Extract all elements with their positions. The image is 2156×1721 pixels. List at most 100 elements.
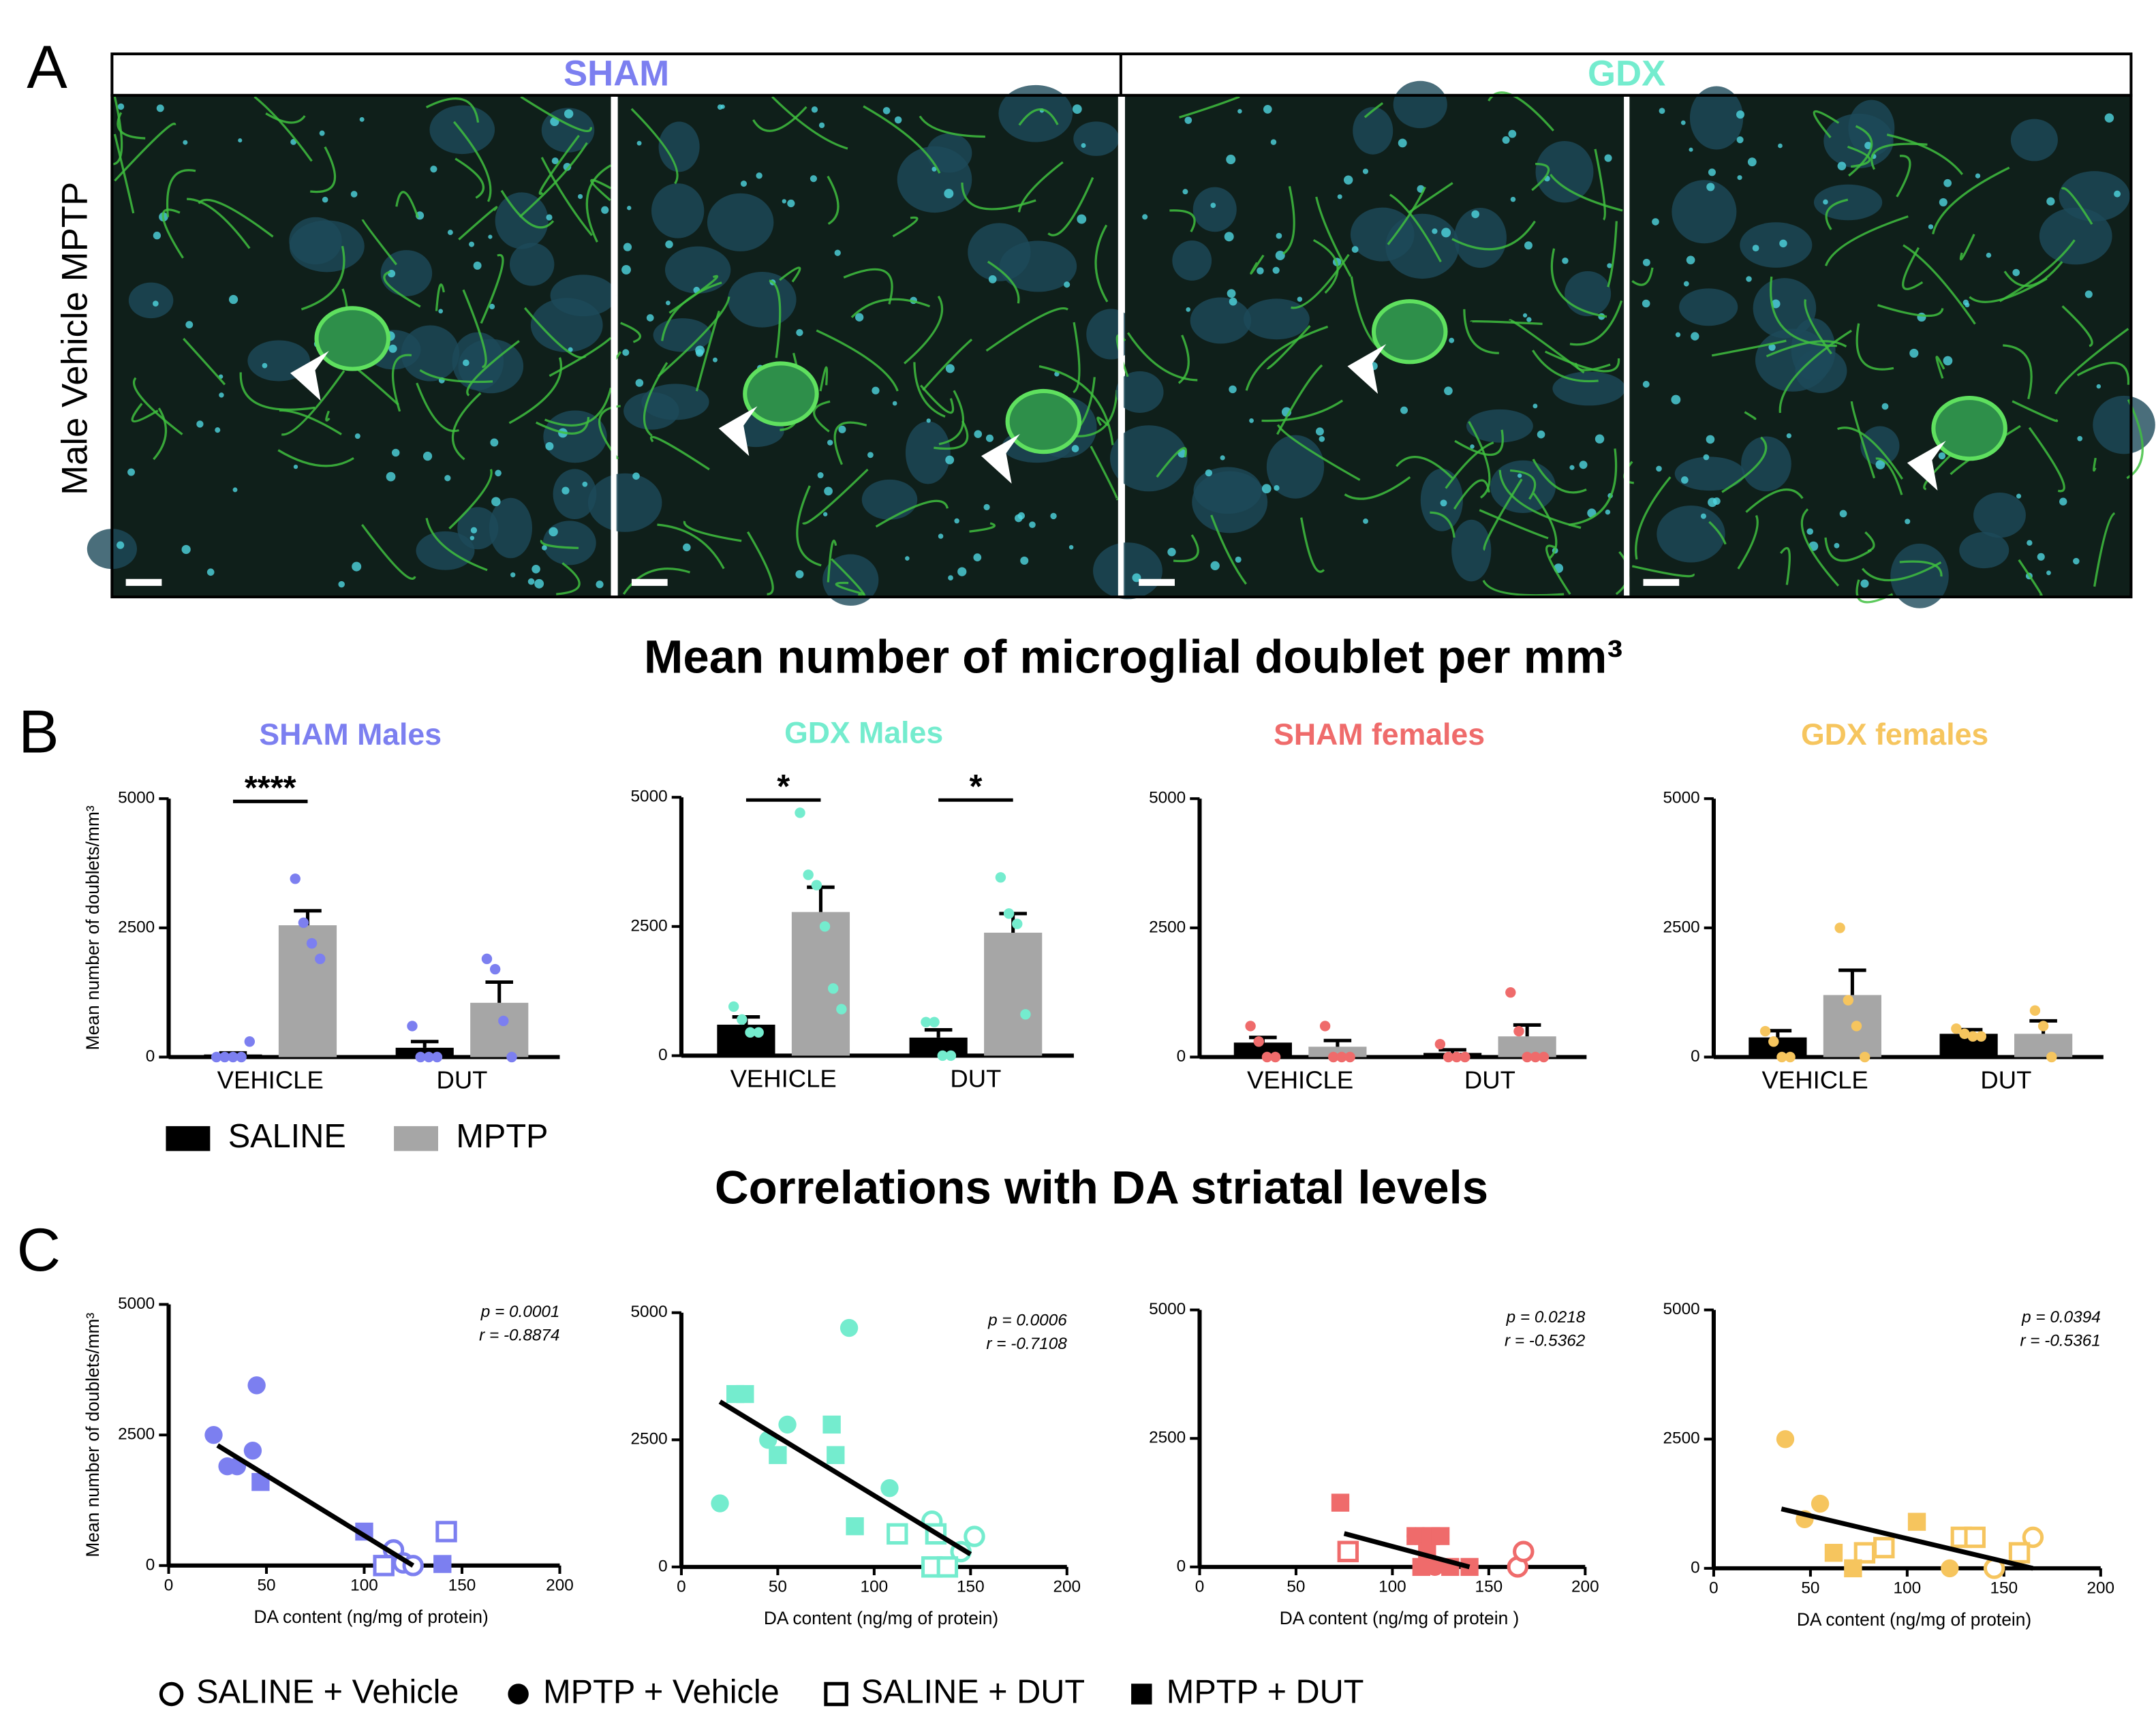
data-point xyxy=(1759,1025,1771,1037)
y-tick-label: 5000 xyxy=(631,788,668,806)
data-point xyxy=(921,1017,931,1027)
row-label: Male Vehicle MPTP xyxy=(55,182,95,495)
process xyxy=(938,390,965,446)
nucleus-dot xyxy=(568,347,573,352)
nucleus-dot xyxy=(206,568,215,576)
nucleus-dot xyxy=(1708,497,1717,508)
data-point xyxy=(1522,1051,1533,1063)
error-bar xyxy=(1513,1023,1541,1037)
process xyxy=(827,540,837,583)
nucleus-dot xyxy=(1226,155,1236,165)
nucleus xyxy=(1959,531,2009,569)
y-tick-label: 5000 xyxy=(1149,1300,1186,1318)
chart-title: SHAM Males xyxy=(259,718,442,751)
nucleus-dot xyxy=(1736,136,1744,144)
legend-label: MPTP + DUT xyxy=(1167,1673,1364,1710)
process xyxy=(1999,239,2076,303)
y-tick-label: 2500 xyxy=(118,1425,155,1444)
nucleus-dot xyxy=(811,106,818,113)
nucleus xyxy=(926,133,972,173)
marker xyxy=(1964,1526,1986,1549)
nucleus-dot xyxy=(359,117,365,122)
nucleus-dot xyxy=(854,313,864,322)
nucleus-dot xyxy=(1686,255,1695,265)
nucleus-dot xyxy=(1595,434,1605,444)
bar xyxy=(470,1002,529,1057)
data-point xyxy=(1530,1051,1541,1063)
nucleus-dot xyxy=(1524,241,1533,250)
process xyxy=(1047,176,1094,236)
marker xyxy=(1824,1543,1843,1562)
nucleus xyxy=(653,318,712,352)
process xyxy=(1855,323,1894,371)
nucleus-dot xyxy=(1315,427,1324,436)
x-tick-label: 50 xyxy=(769,1578,787,1596)
arrowhead xyxy=(718,406,758,456)
nucleus-dot xyxy=(1905,518,1911,525)
x-axis-label: DA content (ng/mg of protein) xyxy=(1797,1609,2031,1630)
marker xyxy=(1406,1527,1425,1545)
nucleus-dot xyxy=(551,157,559,165)
process xyxy=(1550,174,1623,212)
process xyxy=(1850,401,1876,479)
process xyxy=(802,468,869,525)
process xyxy=(1896,155,1911,198)
process xyxy=(1312,238,1339,294)
process xyxy=(1126,332,1198,382)
data-point xyxy=(290,873,301,884)
nucleus-dot xyxy=(1771,299,1781,309)
nucleus-dot xyxy=(1510,196,1516,202)
process xyxy=(198,198,274,238)
data-point xyxy=(1012,918,1023,929)
nucleus-dot xyxy=(1909,348,1919,358)
nucleus-dot xyxy=(712,357,718,362)
marker xyxy=(1426,1557,1444,1577)
nucleus-dot xyxy=(2096,384,2101,389)
data-point xyxy=(1003,908,1015,919)
nucleus-dot xyxy=(1579,461,1588,469)
process xyxy=(435,283,445,311)
nucleus-dot xyxy=(1274,485,1280,491)
nucleus-dot xyxy=(827,439,833,446)
process xyxy=(416,382,459,433)
nucleus-dot xyxy=(438,309,444,314)
process xyxy=(1932,166,2010,234)
nucleus-dot xyxy=(974,430,983,438)
process xyxy=(1532,350,1599,383)
nucleus xyxy=(1192,187,1237,232)
data-point xyxy=(929,1017,940,1027)
nucleus-dot xyxy=(1675,332,1681,337)
process xyxy=(538,134,580,195)
nucleus-dot xyxy=(867,452,874,459)
cell-body xyxy=(1931,396,2007,461)
marker xyxy=(1844,1559,1862,1578)
nucleus xyxy=(728,272,797,328)
process xyxy=(1737,514,1759,570)
process xyxy=(1745,488,1804,513)
nucleus-dot xyxy=(391,448,400,457)
nucleus-dot xyxy=(1257,267,1264,275)
nucleus-dot xyxy=(1607,263,1612,268)
process xyxy=(2012,400,2059,422)
nucleus-dot xyxy=(796,328,803,337)
process xyxy=(187,198,251,249)
nucleus-dot xyxy=(894,116,902,124)
y-tick-label: 0 xyxy=(1177,1557,1186,1575)
data-point xyxy=(2046,1051,2057,1063)
nucleus-dot xyxy=(632,472,640,480)
nucleus-dot xyxy=(577,193,583,199)
process xyxy=(747,531,774,595)
data-point xyxy=(1344,1051,1355,1063)
process xyxy=(1073,322,1081,394)
y-tick-label: 5000 xyxy=(1149,789,1186,807)
nucleus-dot xyxy=(926,418,931,423)
nucleus-dot xyxy=(720,104,725,109)
y-tick-label: 0 xyxy=(146,1555,155,1574)
nucleus xyxy=(1689,86,1744,150)
process xyxy=(425,97,480,123)
nucleus xyxy=(1535,141,1594,203)
process xyxy=(1875,457,1903,495)
nucleus xyxy=(2093,395,2155,454)
process xyxy=(919,115,985,138)
process xyxy=(1509,469,1537,500)
